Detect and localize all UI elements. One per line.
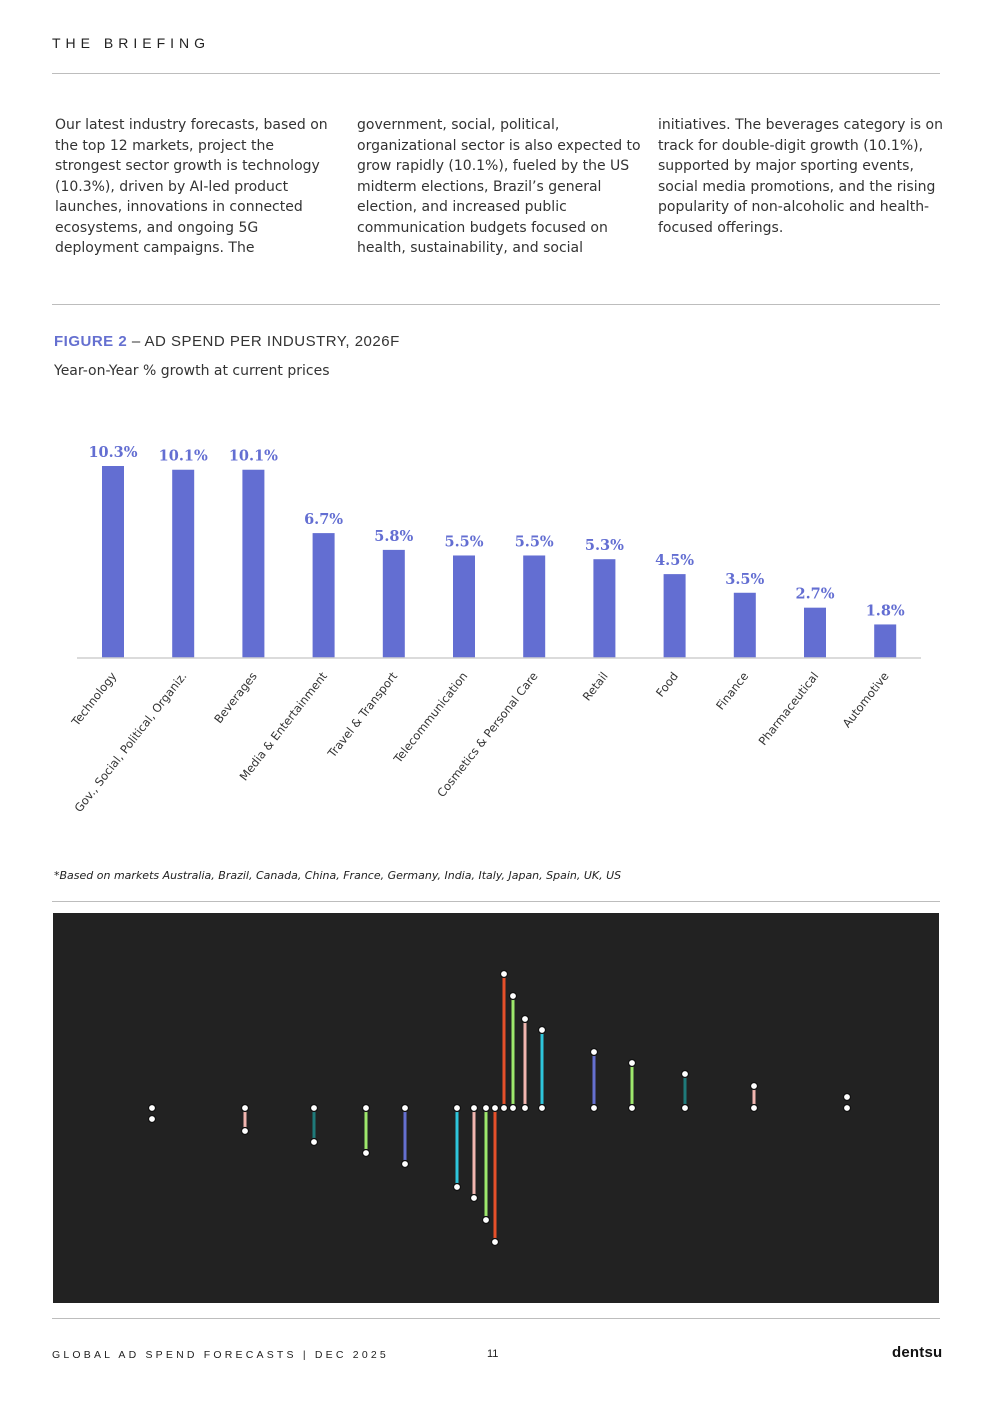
category-label-finance: Finance bbox=[713, 669, 751, 712]
decorative-dot bbox=[499, 969, 509, 979]
decorative-graphic-panel bbox=[53, 913, 939, 1303]
figure-footnote: *Based on markets Australia, Brazil, Can… bbox=[54, 869, 622, 882]
decorative-dot bbox=[520, 1014, 530, 1024]
decorative-dot bbox=[627, 1058, 637, 1068]
category-label-retail: Retail bbox=[580, 669, 611, 703]
decorative-dot bbox=[469, 1193, 479, 1203]
category-label-food: Food bbox=[653, 669, 681, 699]
decorative-dot bbox=[627, 1103, 637, 1113]
header-title: THE BRIEFING bbox=[52, 35, 211, 51]
decorative-dot bbox=[309, 1103, 319, 1113]
dentsu-logo: dentsu bbox=[892, 1344, 943, 1361]
decorative-dot bbox=[452, 1103, 462, 1113]
decorative-dot bbox=[680, 1103, 690, 1113]
category-label-automotive: Automotive bbox=[840, 669, 892, 730]
data-label-food: 4.5% bbox=[655, 552, 694, 569]
decorative-dot bbox=[361, 1148, 371, 1158]
decorative-dot bbox=[589, 1047, 599, 1057]
decorative-dot bbox=[589, 1103, 599, 1113]
category-label-beverages: Beverages bbox=[211, 669, 260, 726]
body-text-column-3: initiatives. The beverages category is o… bbox=[658, 117, 943, 236]
data-label-gov-social-political-organiz: 10.1% bbox=[159, 448, 208, 465]
bar-finance bbox=[733, 592, 756, 658]
bar-gov-social-political-organiz bbox=[172, 469, 195, 658]
figure-label: FIGURE 2 bbox=[54, 333, 128, 350]
bar-beverages bbox=[242, 469, 265, 658]
category-label-pharmaceutical: Pharmaceutical bbox=[756, 669, 822, 748]
data-label-telecommunication: 5.5% bbox=[444, 533, 483, 550]
body-text-column-2: government, social, political, organizat… bbox=[357, 117, 641, 256]
figure-title: FIGURE 2 – AD SPEND PER INDUSTRY, 2026F bbox=[54, 333, 400, 350]
bar-media-entertainment bbox=[312, 533, 335, 658]
decorative-dot bbox=[147, 1103, 157, 1113]
data-label-pharmaceutical: 2.7% bbox=[795, 586, 834, 603]
decorative-dot bbox=[490, 1237, 500, 1247]
figure-subtitle: Year-on-Year % growth at current prices bbox=[54, 363, 330, 379]
decorative-dot bbox=[749, 1081, 759, 1091]
bar-technology bbox=[102, 466, 124, 658]
data-label-beverages: 10.1% bbox=[229, 448, 278, 465]
bar-retail bbox=[593, 559, 616, 658]
bar-telecommunication bbox=[453, 555, 475, 658]
category-label-travel-transport: Travel & Transport bbox=[324, 669, 400, 761]
decorative-dot bbox=[842, 1092, 852, 1102]
data-label-retail: 5.3% bbox=[585, 537, 624, 554]
decorative-dot bbox=[537, 1103, 547, 1113]
body-text-column-1: Our latest industry forecasts, based on … bbox=[55, 117, 328, 256]
decorative-dot bbox=[400, 1103, 410, 1113]
decorative-dot bbox=[481, 1215, 491, 1225]
decorative-dot bbox=[469, 1103, 479, 1113]
decorative-dot bbox=[240, 1126, 250, 1136]
bar-cosmetics-personal-care bbox=[523, 555, 546, 658]
decorative-dot-graphic bbox=[147, 969, 852, 1247]
decorative-dot bbox=[452, 1182, 462, 1192]
decorative-dot bbox=[481, 1103, 491, 1113]
decorative-dot bbox=[537, 1025, 547, 1035]
page-number: 11 bbox=[487, 1348, 499, 1360]
decorative-dot bbox=[499, 1103, 509, 1113]
decorative-dot bbox=[680, 1069, 690, 1079]
bar-food bbox=[663, 574, 686, 658]
decorative-dot bbox=[361, 1103, 371, 1113]
section-divider bbox=[52, 304, 940, 305]
bars-group: 10.3% Technology 10.1% Gov., Social, Politi… bbox=[68, 444, 905, 815]
decorative-dot bbox=[240, 1103, 250, 1113]
header-divider bbox=[52, 73, 940, 74]
decorative-dot bbox=[520, 1103, 530, 1113]
bar-pharmaceutical bbox=[804, 607, 826, 658]
figure-title-text: – AD SPEND PER INDUSTRY, 2026F bbox=[127, 333, 400, 350]
decorative-dot bbox=[309, 1137, 319, 1147]
decorative-dot bbox=[508, 1103, 518, 1113]
footer-divider bbox=[52, 1318, 940, 1319]
decorative-dot bbox=[490, 1103, 500, 1113]
bar-travel-transport bbox=[382, 549, 405, 658]
data-label-automotive: 1.8% bbox=[866, 602, 905, 619]
data-label-cosmetics-personal-care: 5.5% bbox=[515, 533, 554, 550]
decorative-dot bbox=[749, 1103, 759, 1113]
category-label-gov-social-political-organiz: Gov., Social, Political, Organiz. bbox=[71, 669, 189, 815]
decorative-dot bbox=[147, 1114, 157, 1124]
bar-automotive bbox=[874, 624, 897, 658]
decorative-dot bbox=[842, 1103, 852, 1113]
data-label-technology: 10.3% bbox=[88, 444, 137, 461]
data-label-travel-transport: 5.8% bbox=[374, 528, 413, 545]
decorative-dot bbox=[508, 991, 518, 1001]
bar-chart: 10.3% Technology 10.1% Gov., Social, Politi… bbox=[68, 444, 921, 815]
category-label-telecommunication: Telecommunication bbox=[390, 669, 470, 766]
category-label-technology: Technology bbox=[68, 669, 119, 729]
footnote-divider bbox=[52, 901, 940, 902]
decorative-dot bbox=[400, 1159, 410, 1169]
footer-publication: GLOBAL AD SPEND FORECASTS | DEC 2025 bbox=[52, 1349, 389, 1361]
data-label-finance: 3.5% bbox=[725, 571, 764, 588]
data-label-media-entertainment: 6.7% bbox=[304, 511, 343, 528]
